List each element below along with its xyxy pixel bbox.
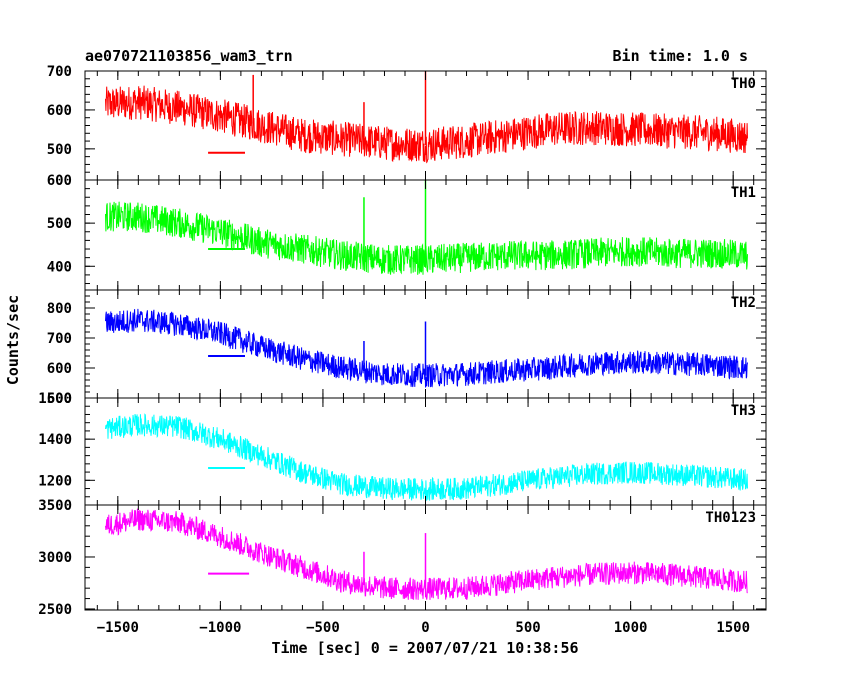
y-tick-label: 3500 [38, 498, 72, 514]
y-tick-label: 600 [47, 173, 72, 189]
x-tick-label: −1500 [97, 620, 139, 636]
x-axis-label: Time [sec] 0 = 2007/07/21 10:38:56 [271, 639, 578, 657]
y-tick-label: 800 [47, 301, 72, 317]
y-tick-label: 500 [47, 391, 72, 407]
y-tick-label: 500 [47, 142, 72, 158]
x-tick-label: 1000 [614, 620, 648, 636]
series-line-th1 [105, 201, 748, 275]
panel-label-th1: TH1 [731, 185, 756, 201]
panel-th2: 500 600 700 800 TH2 [47, 289, 767, 407]
panel-label-th2: TH2 [731, 295, 756, 311]
y-tick-label: 1200 [38, 473, 72, 489]
panel-label-th3: TH3 [731, 403, 756, 419]
panel-th3: 1200 1400 1600 TH3 [38, 391, 767, 506]
series-line-th3 [105, 413, 748, 501]
panel-label-th0123: TH0123 [705, 510, 756, 526]
y-tick-label: 600 [47, 103, 72, 119]
x-tick-label: 500 [515, 620, 540, 636]
panel-th1: 400 500 600 TH1 [47, 173, 767, 291]
y-tick-label: 400 [47, 259, 72, 275]
y-tick-label: 1600 [38, 391, 72, 407]
series-line-th0123 [105, 508, 748, 600]
series-line-th2 [105, 308, 748, 388]
y-axis-label: Counts/sec [4, 295, 22, 385]
panel-label-th0: TH0 [731, 76, 756, 92]
y-tick-label: 700 [47, 331, 72, 347]
y-tick-label: 500 [47, 216, 72, 232]
x-tick-label: −500 [306, 620, 340, 636]
y-tick-label: 1400 [38, 432, 72, 448]
chart-title: ae070721103856_wam3_trn [85, 47, 293, 65]
y-tick-label: 600 [47, 361, 72, 377]
x-tick-label: 1500 [716, 620, 750, 636]
y-tick-label: 3000 [38, 550, 72, 566]
y-tick-label: 2500 [38, 602, 72, 618]
x-tick-label: 0 [421, 620, 429, 636]
series-line-th0 [105, 85, 748, 164]
x-tick-label: −1000 [199, 620, 241, 636]
panel-th0: 500 600 700 TH0 [47, 64, 767, 181]
y-tick-label: 700 [47, 64, 72, 80]
bin-time-label: Bin time: 1.0 s [613, 47, 748, 65]
panel-th0123: 2500 3000 3500 TH0123 −1500 −1000 −500 0 500 1000… [38, 498, 767, 636]
panels-group: 500 600 700 TH0 400 500 600 TH1 500 600 700 800 TH2 1… [38, 64, 767, 636]
